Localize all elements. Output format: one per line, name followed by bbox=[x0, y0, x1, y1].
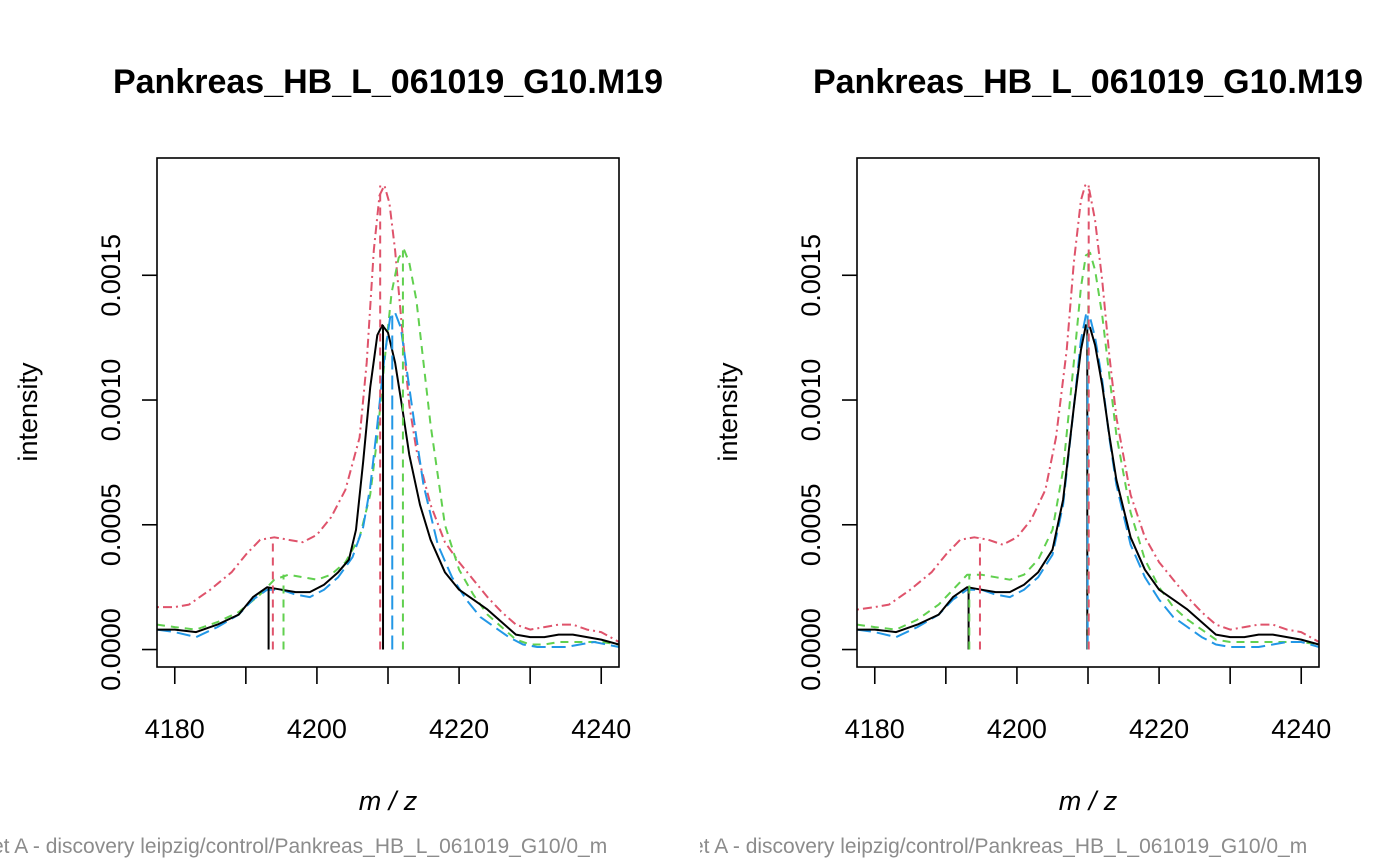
y-tick-label: 0.0000 bbox=[796, 608, 826, 691]
x-tick-label: 4220 bbox=[1129, 714, 1189, 744]
x-tick-label: 4240 bbox=[571, 714, 631, 744]
y-axis-label: intensity bbox=[13, 362, 43, 462]
series-line-3 bbox=[157, 324, 619, 646]
series-line-2 bbox=[857, 314, 1319, 648]
chart-title: Pankreas_HB_L_061019_G10.M19 bbox=[813, 63, 1363, 101]
file-path-footer: et A - discovery leipzig/control/Pankrea… bbox=[0, 835, 607, 858]
y-tick-label: 0.0015 bbox=[96, 234, 126, 317]
x-tick-label: 4220 bbox=[429, 714, 489, 744]
x-tick-label: 4180 bbox=[145, 714, 205, 744]
x-axis-label: m / z bbox=[359, 786, 418, 816]
y-tick-label: 0.0010 bbox=[796, 359, 826, 442]
series-group bbox=[857, 184, 1319, 650]
y-tick-label: 0.0005 bbox=[96, 484, 126, 567]
series-line-3 bbox=[857, 324, 1319, 646]
series-line-0 bbox=[157, 184, 619, 643]
series-line-0 bbox=[857, 184, 1319, 643]
series-line-1 bbox=[157, 249, 619, 646]
x-tick-label: 4200 bbox=[987, 714, 1047, 744]
chart-title: Pankreas_HB_L_061019_G10.M19 bbox=[113, 63, 663, 101]
x-axis-label: m / z bbox=[1059, 786, 1118, 816]
plot-area: 4180 4200 4220 4240 0.0000 0.0005 0.0010 0.0015 bbox=[96, 157, 631, 744]
x-tick-label: 4240 bbox=[1271, 714, 1331, 744]
y-tick-label: 0.0005 bbox=[796, 484, 826, 567]
plot-frame bbox=[156, 157, 620, 668]
series-line-1 bbox=[857, 251, 1319, 646]
chart-panel-left: Pankreas_HB_L_061019_G10.M19 intensity m… bbox=[0, 63, 663, 858]
y-tick-label: 0.0000 bbox=[96, 608, 126, 691]
chart-panel-right: Pankreas_HB_L_061019_G10.M19 intensity m… bbox=[700, 0, 1400, 865]
x-tick-label: 4180 bbox=[845, 714, 905, 744]
y-tick-label: 0.0010 bbox=[96, 359, 126, 442]
file-path-footer: et A - discovery leipzig/control/Pankrea… bbox=[700, 835, 1307, 858]
y-axis-label: intensity bbox=[713, 362, 743, 462]
y-tick-label: 0.0015 bbox=[796, 234, 826, 317]
chart-right: Pankreas_HB_L_061019_G10.M19 intensity m… bbox=[700, 63, 1363, 858]
x-tick-label: 4200 bbox=[287, 714, 347, 744]
series-group bbox=[157, 184, 619, 650]
plot-area: 4180 4200 4220 4240 0.0000 0.0005 0.0010 0.0015 bbox=[796, 157, 1331, 744]
series-line-2 bbox=[157, 311, 619, 648]
chart-left: Pankreas_HB_L_061019_G10.M19 intensity m… bbox=[0, 63, 663, 858]
